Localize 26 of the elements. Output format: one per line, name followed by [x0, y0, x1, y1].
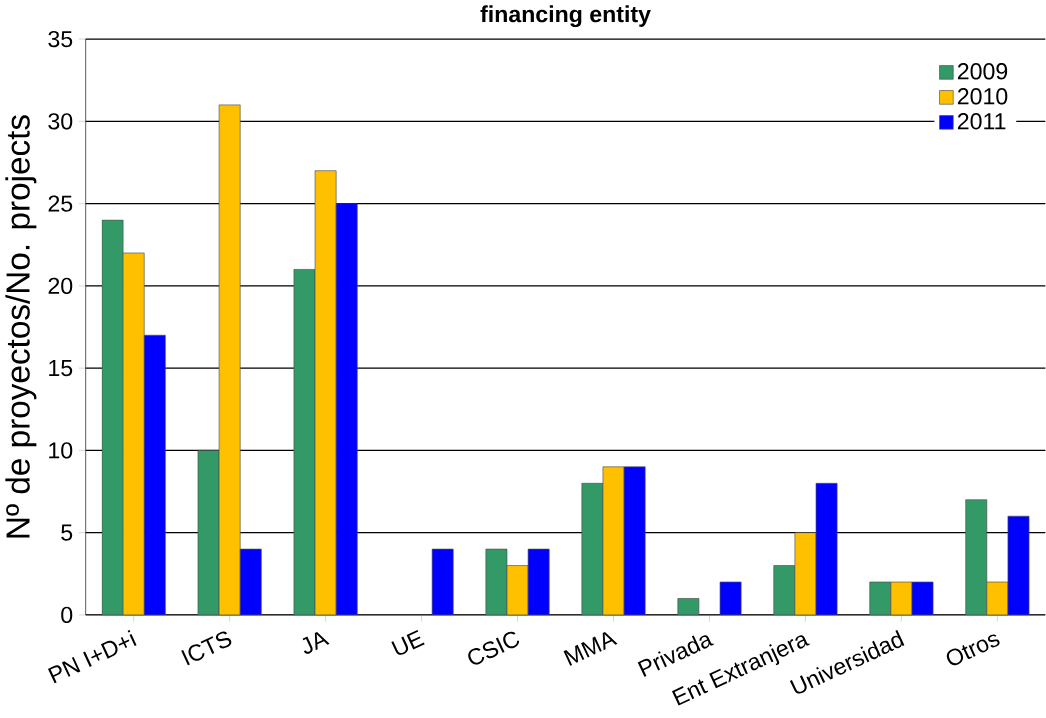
- bar: [122, 252, 145, 615]
- y-tick-label: 35: [48, 30, 73, 48]
- bar: [719, 581, 742, 615]
- y-tick-label: 30: [48, 113, 73, 130]
- x-tick-label: UE: [391, 629, 425, 655]
- y-tick-label: 15: [49, 360, 73, 377]
- y-tick-label: 10: [49, 442, 73, 459]
- x-tick-label: ICTS: [181, 631, 232, 666]
- y-tick-label: 20: [48, 277, 73, 295]
- legend-label: 2009: [957, 63, 1008, 80]
- legend-label: 2011: [957, 113, 1006, 130]
- y-axis-title: Nº de proyectos/No. projects: [5, 115, 37, 538]
- bar: [218, 104, 241, 615]
- y-tick-label: 0: [61, 606, 73, 624]
- bar: [677, 598, 700, 615]
- x-tick-label: CSIC: [468, 631, 520, 665]
- chart-title: financing entity: [480, 5, 651, 28]
- x-tick-label: Otros: [946, 634, 1000, 666]
- y-tick-label: 5: [61, 524, 73, 541]
- x-tick-label: PN I+D+i: [47, 630, 137, 684]
- x-tick-label: MMA: [563, 632, 618, 666]
- bar: [431, 548, 454, 615]
- x-tick-label: JA: [302, 632, 330, 654]
- bar: [314, 170, 337, 615]
- y-tick-label: 25: [48, 195, 73, 212]
- legend-label: 2010: [957, 88, 1008, 105]
